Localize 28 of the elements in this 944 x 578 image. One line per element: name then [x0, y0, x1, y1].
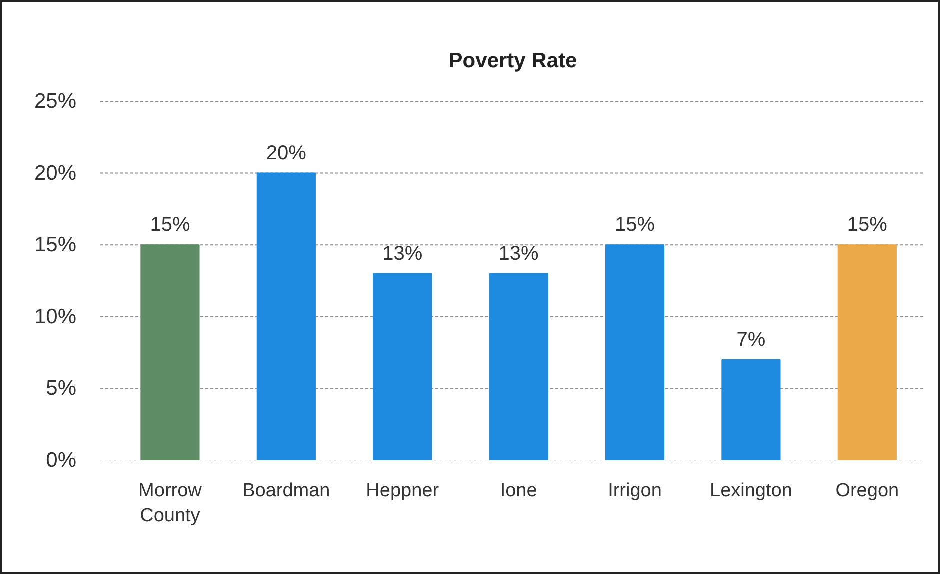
x-tick-label: Lexington [710, 480, 792, 502]
y-tick-label: 15% [34, 234, 76, 257]
bar [838, 244, 897, 460]
data-label: 13% [382, 242, 423, 265]
x-tick-label: Boardman [242, 480, 330, 502]
data-label: 20% [266, 142, 307, 164]
bar [489, 273, 548, 460]
bar [256, 172, 316, 460]
y-tick-label: 10% [34, 305, 76, 328]
data-label: 15% [614, 214, 656, 236]
x-tick-label: Irrigon [608, 480, 662, 502]
x-tick-label: Morrow County [138, 480, 202, 527]
data-label: 15% [847, 214, 888, 236]
y-tick-label: 5% [46, 377, 77, 400]
bar [722, 359, 781, 460]
bar [140, 244, 200, 460]
bar [605, 244, 665, 460]
x-tick-label: Ione [500, 480, 538, 502]
y-tick-label: 0% [46, 449, 77, 472]
data-label: 15% [150, 214, 190, 236]
x-tick-label: Oregon [836, 480, 900, 502]
data-label: 7% [736, 328, 766, 351]
chart-title: Poverty Rate [448, 50, 578, 72]
y-tick-label: 20% [34, 162, 76, 185]
x-tick-label: Heppner [366, 480, 440, 502]
data-label: 13% [498, 242, 540, 265]
y-tick-label: 25% [34, 90, 76, 113]
bar [373, 273, 432, 460]
